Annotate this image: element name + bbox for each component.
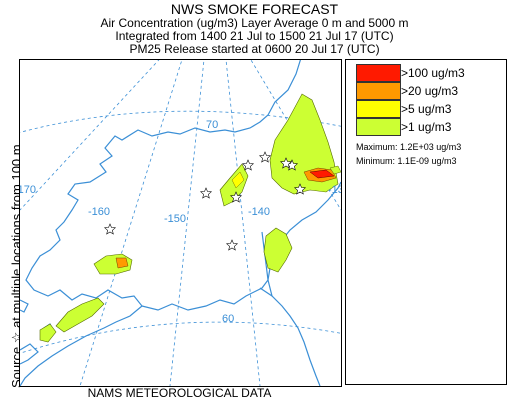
plume-south — [39, 323, 57, 343]
legend-swatch — [356, 100, 401, 118]
legend-swatch — [356, 118, 401, 136]
source-star-icon — [279, 157, 293, 169]
graticule — [20, 60, 341, 386]
lat-line-60 — [20, 321, 341, 354]
legend-label: >5 ug/m3 — [401, 102, 452, 116]
lat-label: 70 — [206, 119, 218, 131]
graticule-labels: -170 -160 -150 -140 -130 70 60 — [20, 119, 341, 325]
lon-label: -150 — [164, 213, 186, 225]
source-star-icon — [225, 239, 239, 251]
subtitle-integration: Integrated from 1400 21 Jul to 1500 21 J… — [115, 29, 394, 43]
plume-southeast — [263, 227, 293, 273]
data-source-footer: NAMS METEOROLOGICAL DATA — [87, 386, 272, 400]
subtitle-concentration: Air Concentration (ug/m3) Layer Average … — [100, 16, 409, 30]
source-star-icon — [293, 183, 307, 195]
legend-label: >100 ug/m3 — [401, 66, 465, 80]
lon-label: -130 — [328, 184, 341, 196]
lon-line-140 — [225, 60, 261, 386]
map-title: NWS SMOKE FORECAST — [170, 1, 339, 17]
lon-label: -160 — [88, 206, 110, 218]
source-markers — [103, 151, 307, 251]
legend-item: >1 ug/m3 — [356, 118, 496, 136]
lon-label: -170 — [20, 184, 36, 196]
lon-label: -140 — [248, 206, 270, 218]
plume-southwest — [55, 297, 105, 333]
legend-label: >1 ug/m3 — [401, 120, 452, 134]
plume-east-hot — [309, 169, 335, 179]
map-panel: -170 -160 -150 -140 -130 70 60 — [19, 59, 342, 387]
border-line — [261, 231, 273, 297]
legend-item: >100 ug/m3 — [356, 64, 496, 82]
legend-panel: >100 ug/m3 >20 ug/m3 >5 ug/m3 >1 ug/m3 M… — [345, 59, 507, 385]
source-star-icon — [258, 151, 272, 163]
source-star-icon — [229, 191, 243, 203]
plume-west-core — [115, 257, 129, 269]
lat-label: 60 — [222, 313, 234, 325]
source-star-icon — [199, 187, 213, 199]
subtitle-release: PM25 Release started at 0600 20 Jul 17 (… — [129, 42, 380, 56]
lon-line-170 — [20, 60, 160, 211]
lon-line-160 — [79, 60, 183, 386]
source-star-icon — [241, 159, 255, 171]
smoke-plumes — [39, 93, 341, 343]
minimum-value: Minimum: 1.1E-09 ug/m3 — [356, 156, 457, 166]
lat-line-70 — [20, 110, 341, 133]
legend-label: >20 ug/m3 — [401, 84, 459, 98]
legend-swatch — [356, 82, 401, 100]
plume-central-core — [231, 171, 245, 189]
plume-south-small — [329, 165, 341, 175]
lon-line-150 — [169, 60, 205, 386]
source-star-icon — [103, 223, 117, 235]
map-canvas: -170 -160 -150 -140 -130 70 60 — [20, 60, 341, 386]
legend-swatch — [356, 64, 401, 82]
legend-item: >5 ug/m3 — [356, 100, 496, 118]
lon-line-130 — [250, 60, 341, 211]
legend-item: >20 ug/m3 — [356, 82, 496, 100]
maximum-value: Maximum: 1.2E+03 ug/m3 — [356, 142, 462, 152]
